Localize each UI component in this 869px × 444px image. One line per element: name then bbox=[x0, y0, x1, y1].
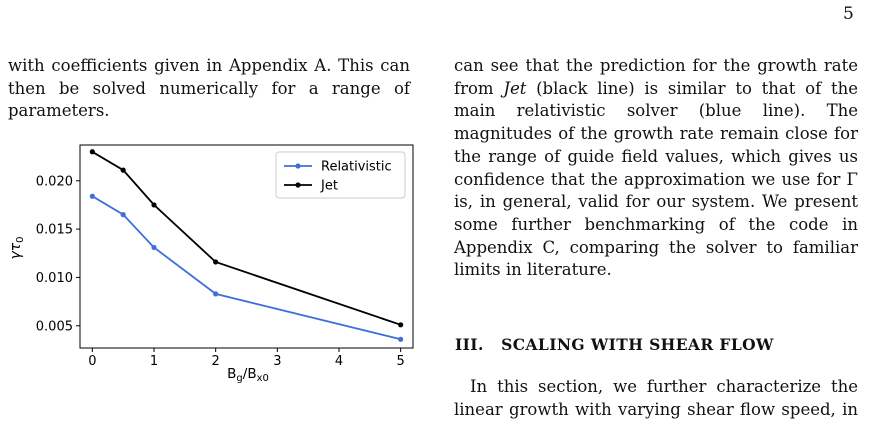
section-heading: III. SCALING WITH SHEAR FLOW bbox=[455, 335, 774, 354]
plot-frame bbox=[79, 144, 414, 349]
legend-relativistic-marker bbox=[295, 163, 301, 169]
x-tick-label: 1 bbox=[150, 354, 158, 369]
left-column-text: with coefficients given in Appendix A. T… bbox=[8, 55, 410, 123]
jet-data-point bbox=[120, 167, 126, 173]
legend-relativistic-label: Relativistic bbox=[321, 160, 392, 175]
page-number: 5 bbox=[843, 4, 854, 24]
y-tick-label: 0.015 bbox=[36, 223, 73, 238]
legend-box bbox=[275, 151, 406, 199]
relativistic-data-point bbox=[398, 336, 404, 342]
left-paragraph: with coefficients given in Appendix A. T… bbox=[8, 56, 410, 121]
x-tick-label: 0 bbox=[88, 354, 96, 369]
jet-data-point bbox=[89, 149, 95, 155]
right-paragraph: can see that the prediction for the grow… bbox=[454, 56, 858, 280]
x-axis-label: Bg/Bx0 bbox=[227, 366, 269, 384]
x-tick-label: 2 bbox=[212, 354, 220, 369]
legend: Relativistic Jet bbox=[275, 151, 406, 199]
legend-jet-marker bbox=[295, 182, 301, 188]
x-tick-label: 3 bbox=[273, 354, 281, 369]
x-axis-ticks: 0 1 2 3 4 5 bbox=[88, 348, 405, 369]
series-layer bbox=[89, 149, 404, 342]
section-intro: In this section, we further characterize… bbox=[454, 376, 858, 444]
relativistic-data-point bbox=[151, 244, 157, 251]
relativistic-data-point bbox=[213, 291, 219, 297]
relativistic-series-line bbox=[91, 195, 401, 341]
jet-data-point bbox=[398, 322, 404, 328]
y-axis-label: γτ0 bbox=[8, 236, 26, 259]
jet-data-point bbox=[213, 259, 219, 265]
x-tick-label: 5 bbox=[397, 354, 405, 369]
y-tick-label: 0.020 bbox=[36, 174, 73, 189]
right-column-text: can see that the prediction for the grow… bbox=[454, 55, 858, 282]
relativistic-data-point bbox=[89, 193, 95, 199]
jet-data-point bbox=[151, 202, 157, 208]
y-tick-label: 0.005 bbox=[36, 319, 73, 334]
section-intro-paragraph: In this section, we further characterize… bbox=[454, 377, 858, 419]
x-tick-label: 4 bbox=[335, 354, 343, 369]
y-axis-ticks: 0.005 0.010 0.015 0.020 bbox=[36, 174, 80, 334]
growth-rate-figure: 0 1 2 3 4 5 0.005 0.010 0.015 0.020 Relativistic… bbox=[8, 144, 414, 384]
legend-jet-label: Jet bbox=[320, 179, 338, 194]
relativistic-data-point bbox=[120, 212, 126, 218]
y-tick-label: 0.010 bbox=[36, 271, 73, 286]
